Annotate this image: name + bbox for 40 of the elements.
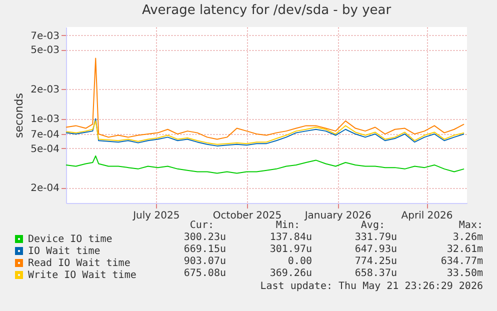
text: 300.23u — [184, 232, 226, 243]
y-tick-label: 5e-03 — [30, 45, 60, 56]
text: 369.26u — [270, 268, 312, 279]
text: 32.61m — [446, 244, 483, 255]
legend-label: Device IO time — [28, 234, 112, 245]
text: 3.26m — [452, 232, 483, 243]
line-series — [66, 155, 465, 174]
y-tick-label: 7e-04 — [30, 130, 60, 141]
y-axis-title: seconds — [12, 92, 26, 138]
text: 774.25u — [354, 256, 397, 267]
y-tick-label: 1e-03 — [30, 114, 60, 126]
text: Avg: — [360, 220, 385, 231]
text: 675.08u — [184, 268, 226, 279]
text: 658.37u — [354, 268, 397, 279]
legend-label: Read IO Wait time — [28, 258, 130, 269]
x-tick-label: July 2025 — [132, 210, 180, 222]
text: Max: — [458, 220, 483, 231]
legend-label: IO Wait time — [28, 246, 100, 257]
y-tick-label: 7e-03 — [30, 30, 60, 42]
x-tick-label: October 2025 — [212, 210, 282, 222]
line-series — [66, 58, 465, 140]
y-tick-label: 2e-04 — [30, 183, 60, 194]
text: Last update: Thu May 21 23:26:29 2026 — [260, 281, 483, 292]
y-tick-label: 5e-04 — [30, 144, 60, 155]
text: 33.50m — [446, 268, 483, 279]
text: 0.00 — [288, 256, 312, 267]
text: 647.93u — [354, 244, 397, 255]
text: 331.79u — [354, 232, 397, 243]
text: Cur: — [190, 220, 214, 231]
text: Min: — [276, 220, 300, 231]
chart-title: Average latency for /dev/sda - by year — [142, 3, 392, 18]
text: 301.97u — [270, 244, 312, 255]
text: 669.15u — [184, 244, 226, 255]
text: 137.84u — [270, 232, 312, 243]
x-tick-label: April 2026 — [401, 210, 453, 222]
y-tick-label: 2e-03 — [30, 84, 60, 96]
x-tick-label: January 2026 — [304, 210, 372, 222]
legend-label: Write IO Wait time — [28, 270, 136, 281]
text: 903.07u — [184, 256, 226, 267]
text: 634.77m — [440, 256, 483, 267]
